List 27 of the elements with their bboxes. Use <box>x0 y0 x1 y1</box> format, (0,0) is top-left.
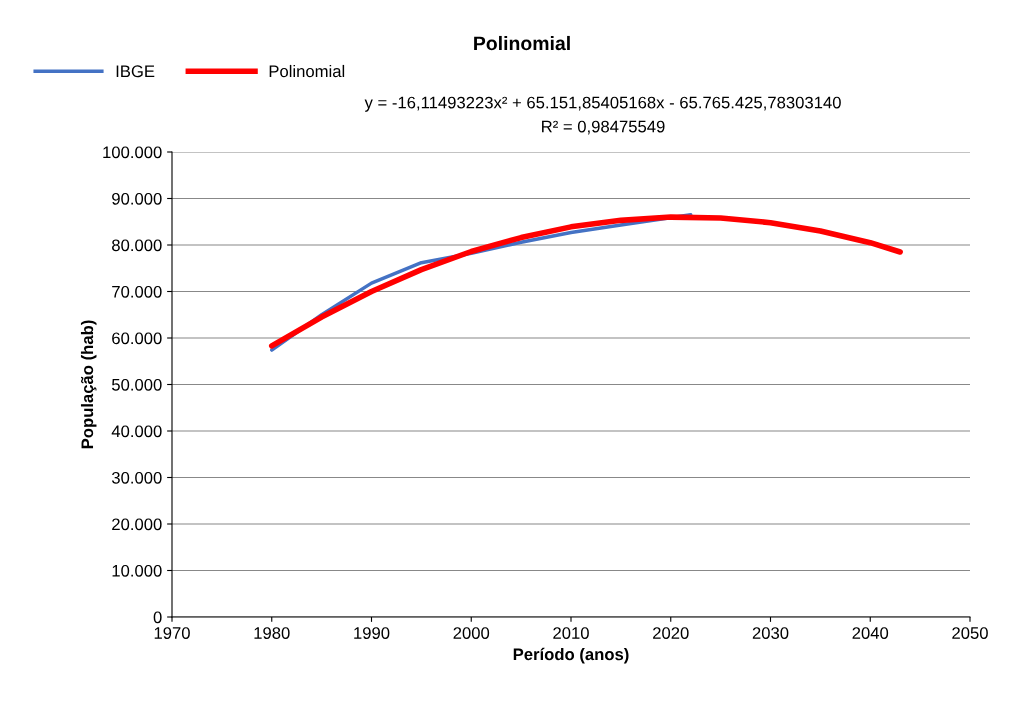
x-tick-label: 2050 <box>952 627 988 639</box>
y-tick-label: 30.000 <box>111 471 162 484</box>
y-tick-label: 80.000 <box>112 239 162 252</box>
y-tick-label: 20.000 <box>112 518 162 531</box>
text: y = -16,11493223x² + 65.151,85405168x - 65.765.425,78303140 <box>364 96 841 112</box>
y-tick-label: 100.000 <box>103 146 162 159</box>
y-tick-label: 70.000 <box>112 285 162 298</box>
text: R² = 0,98475549 <box>542 120 665 135</box>
y-axis-title: População (hab) <box>80 320 97 449</box>
y-tick-label: 40.000 <box>111 425 162 438</box>
x-tick-label: 2030 <box>752 627 789 639</box>
x-tick-label: 2000 <box>453 627 490 639</box>
x-tick-label: 1970 <box>154 627 190 639</box>
y-tick-label: 50.000 <box>111 378 162 391</box>
y-tick-label: 0 <box>153 611 162 624</box>
x-tick-label: 1980 <box>254 627 290 639</box>
x-tick-label: 2020 <box>653 627 689 639</box>
chart-title: Polinomial <box>474 35 570 51</box>
y-tick-label: 10.000 <box>112 564 162 577</box>
legend-label: Polinomial <box>269 64 345 78</box>
x-tick-label: 1990 <box>354 627 390 639</box>
y-tick-label: 90.000 <box>112 192 162 205</box>
x-axis-title: Período (anos) <box>513 647 629 664</box>
x-tick-label: 2040 <box>852 627 889 639</box>
x-tick-label: 2010 <box>553 627 589 639</box>
y-tick-label: 60.000 <box>112 332 162 345</box>
legend-label: IBGE <box>116 65 155 78</box>
